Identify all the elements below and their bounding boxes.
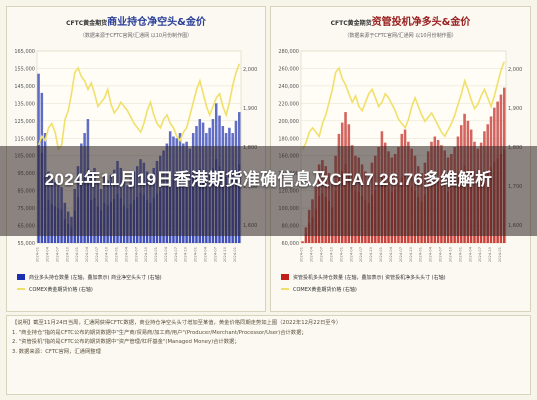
x-tick-label: 2024-01	[458, 247, 462, 262]
bar-highlight	[489, 116, 493, 168]
y-tick-label-left: 240,000	[278, 84, 299, 90]
y-tick-label-left: 180,000	[278, 136, 299, 142]
price-line	[37, 63, 241, 151]
bar-highlight	[198, 119, 202, 169]
x-tick-label: 2024-01	[115, 247, 119, 262]
x-tick-label: 2024-04	[164, 246, 168, 262]
x-tick-label: 2024-01	[194, 247, 198, 262]
bar-highlight	[40, 92, 44, 153]
x-tick-label: 2024-01	[300, 247, 304, 262]
x-tick-label: 2024-01	[498, 247, 502, 262]
y-tick-label-left: 155,000	[14, 66, 35, 72]
y-tick-label-left: 115,000	[14, 136, 35, 142]
x-tick-label: 2024-10	[488, 246, 492, 262]
x-tick-label: 2024-01	[379, 247, 383, 262]
x-tick-label: 2024-04	[124, 246, 128, 262]
legend-label-price: COMEX黄金期货价格 (右轴)	[29, 286, 93, 293]
bar-highlight	[238, 112, 241, 165]
legend-label-price: COMEX黄金期货价格 (右轴)	[293, 286, 357, 293]
bar-highlight	[86, 119, 90, 169]
price-line	[301, 61, 506, 150]
y-tick-label-left: 60,000	[282, 241, 300, 247]
bar-highlight	[344, 112, 347, 165]
x-tick-label: 2024-01	[233, 247, 237, 262]
x-tick-label: 2024-01	[75, 247, 79, 262]
x-tick-label: 2024-07	[55, 247, 59, 262]
y-tick-label-right: 1,900	[243, 106, 257, 112]
legend-label-bars: 资管投机多头持仓数量 (左轴，叠加表示) 资管投机净多头头寸 (右轴)	[293, 274, 446, 281]
bar-highlight	[502, 87, 506, 150]
chart-title: CFTC黄金期货商业持仓净空头&金价	[66, 15, 207, 28]
bar-highlight	[301, 241, 304, 242]
x-tick-label: 2024-04	[349, 246, 353, 262]
note-line: 【说明】截至11月24日当周，汇通网获得CFTC数据，商业持仓净空头头寸增加至某…	[12, 320, 342, 326]
bar-highlight	[211, 119, 215, 169]
x-tick-label: 2024-07	[134, 247, 138, 262]
bar-highlight	[234, 120, 238, 170]
chart-subtitle: （数据来源于CFTC官网/汇通网 以10月份制作图）	[80, 32, 192, 39]
x-tick-label: 2024-01	[419, 247, 423, 262]
chart-subtitle: （数据来源于CFTC官网/汇通网 以10月份制作图）	[344, 32, 456, 39]
bar-highlight	[37, 73, 40, 142]
x-tick-label: 2024-04	[46, 246, 50, 262]
bar-highlight	[493, 107, 496, 162]
notes-box: 【说明】截至11月24日当周，汇通网获得CFTC数据，商业持仓净空头头寸增加至某…	[6, 315, 531, 395]
x-tick-label: 2024-10	[369, 246, 373, 262]
y-tick-label-left: 125,000	[14, 119, 35, 125]
y-tick-label-right: 2,000	[243, 67, 257, 73]
x-tick-label: 2024-04	[85, 246, 89, 262]
bar-highlight	[466, 120, 470, 170]
legend-label-bars: 商业多头持仓数量 (左轴，叠加表示) 商业净空头头寸 (右轴)	[29, 274, 162, 281]
bar-highlight	[214, 103, 218, 160]
x-tick-label: 2024-01	[154, 247, 158, 262]
x-tick-label: 2024-07	[439, 247, 443, 262]
x-tick-label: 2024-04	[468, 246, 472, 262]
y-tick-label-left: 165,000	[14, 49, 35, 55]
headline-overlay	[0, 146, 537, 236]
x-tick-label: 2024-10	[184, 246, 188, 262]
x-tick-label: 2024-04	[389, 246, 393, 262]
y-tick-label-left: 260,000	[278, 66, 299, 72]
x-tick-label: 2024-07	[213, 247, 217, 262]
bar-highlight	[218, 115, 221, 167]
x-tick-label: 2024-10	[105, 246, 109, 262]
x-tick-label: 2024-10	[144, 246, 148, 262]
x-tick-label: 2024-04	[310, 246, 314, 262]
x-tick-label: 2024-01	[339, 247, 343, 262]
bar-highlight	[499, 94, 503, 154]
y-tick-label-left: 145,000	[14, 84, 35, 90]
x-tick-label: 2024-07	[359, 247, 363, 262]
x-tick-label: 2024-10	[409, 246, 413, 262]
note-line: 3. 数据来源：CFTC官网，汇通网整理	[12, 348, 101, 355]
x-tick-label: 2024-07	[399, 247, 403, 262]
legend-swatch-bars	[281, 274, 289, 280]
chart-title: CFTC黄金期货资管投机净多头&金价	[331, 15, 472, 28]
x-tick-label: 2024-01	[36, 247, 40, 262]
x-tick-label: 2024-10	[329, 246, 333, 262]
x-tick-label: 2024-04	[429, 246, 433, 262]
y-tick-label-left: 220,000	[278, 101, 299, 107]
y-tick-label-left: 200,000	[278, 119, 299, 125]
x-tick-label: 2024-07	[319, 247, 323, 262]
y-tick-label-left: 135,000	[14, 101, 35, 107]
x-tick-label: 2024-07	[174, 247, 178, 262]
y-tick-label-left: 55,000	[18, 241, 36, 247]
y-tick-label-right: 1,900	[508, 106, 522, 112]
bar-highlight	[463, 113, 466, 166]
y-tick-label-right: 2,000	[508, 67, 522, 73]
note-line: 2. "资管投机"指的是CFTC公布的期货数据中"资产管理/杠杆基金"(Mana…	[12, 339, 240, 346]
x-tick-label: 2024-10	[448, 246, 452, 262]
x-tick-label: 2024-10	[223, 246, 227, 262]
bar-highlight	[496, 101, 499, 159]
bar	[301, 241, 304, 243]
x-tick-label: 2024-07	[95, 247, 99, 262]
legend-swatch-bars	[17, 274, 25, 280]
x-tick-label: 2024-04	[203, 246, 207, 262]
x-tick-label: 2024-10	[65, 246, 69, 262]
headline-title: 2024年11月19日香港期货准确信息及CFA7.26.76多维解析	[44, 170, 493, 189]
y-tick-label-left: 280,000	[278, 49, 299, 55]
note-line: 1. "商业持仓"指的是CFTC公布的期货数据中"生产商/贸易商/加工商/用户"…	[12, 329, 307, 336]
x-tick-label: 2024-07	[478, 247, 482, 262]
